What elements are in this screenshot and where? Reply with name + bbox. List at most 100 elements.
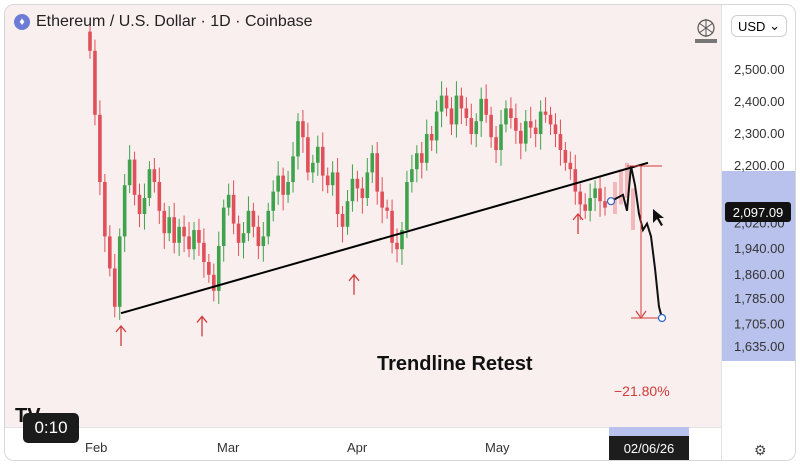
candle-body: [197, 230, 201, 243]
candle-body: [320, 146, 325, 176]
candle-body: [182, 226, 186, 237]
candle-body: [603, 201, 607, 208]
candle-body: [578, 191, 583, 205]
candle-body: [514, 118, 518, 131]
candle-body: [533, 127, 538, 134]
x-tick-label: Mar: [217, 440, 240, 455]
candle-body: [93, 50, 97, 115]
candle-body: [231, 194, 236, 224]
candle-body: [202, 242, 206, 262]
candle-body: [484, 98, 488, 115]
candle-body: [419, 153, 424, 163]
candle-body: [360, 188, 365, 198]
percent-change-label: −21.80%: [614, 383, 670, 399]
start-marker: [606, 197, 616, 206]
watermark-logo-icon: [695, 19, 717, 43]
trendline: [120, 161, 649, 315]
candle-body: [568, 162, 573, 170]
chevron-down-icon: ⌄: [769, 18, 780, 33]
chart-window: 2,500.00 2,400.00 2,300.00 2,200.00 2,020.00…: [4, 4, 796, 461]
candle-body: [276, 175, 280, 192]
bounce-arrow: [572, 212, 584, 234]
candle-body: [410, 169, 414, 182]
candle-body: [167, 217, 172, 234]
candle-body: [504, 108, 508, 125]
candle-body: [543, 111, 548, 115]
candle-body: [454, 95, 459, 125]
candle-body: [216, 246, 221, 291]
candle-body: [315, 146, 320, 163]
candle-body: [221, 207, 226, 246]
candle-body: [519, 130, 523, 144]
candle-body: [558, 134, 563, 150]
candle-body: [434, 111, 439, 141]
candle-body: [187, 236, 191, 250]
bounce-arrow: [348, 273, 360, 295]
candle-body: [424, 134, 429, 163]
candle-body: [162, 210, 167, 234]
candle-body: [137, 194, 142, 214]
candle-body: [271, 191, 276, 211]
y-tick-label: 1,785.00: [734, 291, 785, 306]
candle-body: [192, 230, 196, 250]
annotation-label: Trendline Retest: [377, 353, 533, 375]
candle-body: [375, 153, 380, 192]
candle-body: [355, 178, 360, 189]
candle-body: [588, 198, 592, 211]
candle-body: [415, 153, 419, 170]
bounce-arrow: [196, 315, 208, 337]
time-axis[interactable]: [5, 427, 721, 460]
candle-body: [246, 210, 251, 234]
candle-body: [261, 236, 266, 246]
candle-body: [563, 150, 568, 163]
y-tick-label: 1,860.00: [734, 267, 785, 282]
candle-body: [365, 172, 370, 198]
candle-body: [296, 121, 300, 157]
candle-body: [459, 95, 464, 109]
candle-body: [325, 175, 330, 186]
symbol-title: Ethereum / U.S. Dollar · 1D · Coinbase: [36, 13, 313, 30]
candle-body: [241, 233, 246, 243]
y-tick-label: 1,940.00: [734, 241, 785, 256]
candle-body: [256, 226, 261, 246]
ghost-candle: [619, 169, 623, 205]
y-tick-label: 1,705.00: [734, 316, 785, 331]
candle-body: [112, 268, 117, 307]
candle-body: [301, 121, 305, 138]
end-marker: [657, 313, 667, 323]
candle-body: [345, 201, 350, 227]
candle-body: [330, 172, 335, 186]
candle-body: [142, 198, 147, 214]
candle-body: [538, 111, 543, 134]
candle-body: [226, 194, 231, 208]
candlestick-chart: 2,500.002,400.002,300.002,200.002,020.00…: [85, 23, 785, 455]
y-tick-label: 2,400.00: [734, 94, 785, 109]
candle-body: [103, 182, 107, 237]
candle-body: [88, 31, 92, 51]
candle-body: [98, 114, 102, 182]
y-tick-label: 2,500.00: [734, 62, 785, 77]
x-tick-label: May: [485, 440, 510, 455]
candle-body: [405, 182, 409, 230]
settings-gear-icon[interactable]: ⚙: [754, 442, 767, 458]
candle-body: [340, 214, 345, 227]
candle-body: [286, 182, 290, 195]
x-tick-label: Apr: [347, 440, 368, 455]
candle-body: [266, 210, 271, 237]
video-timer: 0:10: [23, 413, 79, 443]
candle-body: [553, 124, 558, 134]
ghost-candle: [631, 188, 635, 230]
candle-body: [444, 95, 449, 109]
candle-body: [385, 207, 389, 211]
candle-body: [548, 114, 553, 125]
candle-body: [335, 172, 340, 214]
bounce-arrow: [115, 324, 127, 346]
candle-body: [499, 124, 503, 150]
candle-body: [439, 95, 444, 112]
candle-body: [474, 121, 479, 134]
candle-body: [390, 210, 394, 243]
currency-select[interactable]: USD ⌄: [731, 15, 787, 37]
candle-body: [573, 169, 578, 192]
ghost-candle: [625, 162, 629, 198]
candle-body: [251, 210, 256, 227]
